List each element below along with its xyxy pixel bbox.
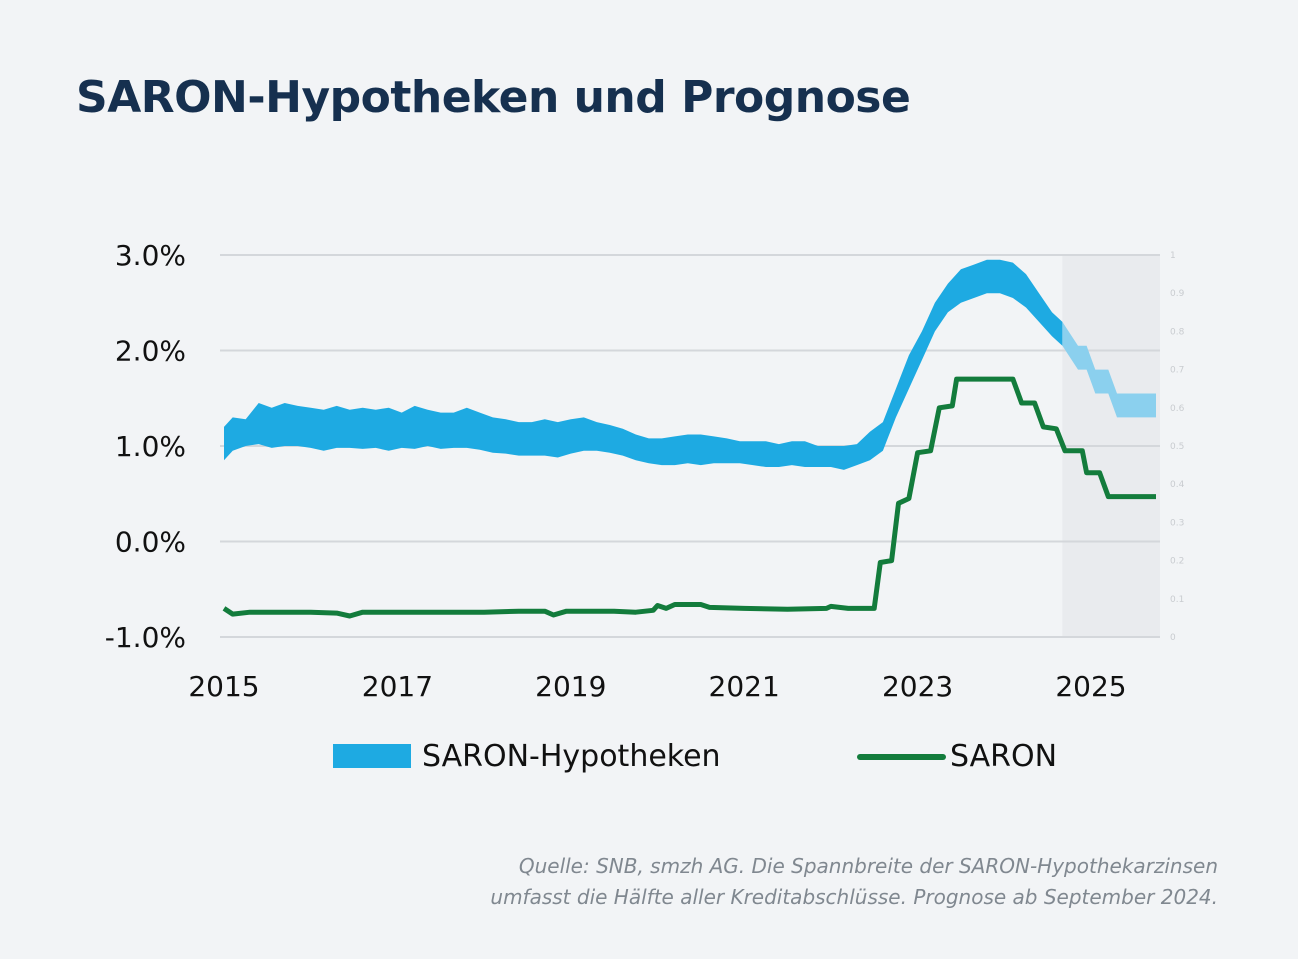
y-tick-label: 3.0% <box>115 239 186 272</box>
source-line-1: Quelle: SNB, smzh AG. Die Spannbreite de… <box>518 854 1218 878</box>
x-tick-label: 2019 <box>535 670 606 703</box>
right-tick-label: 0 <box>1170 633 1176 643</box>
right-tick-label: 0.3 <box>1170 518 1184 528</box>
y-tick-label: 2.0% <box>115 335 186 368</box>
right-tick-label: 1 <box>1170 251 1176 261</box>
right-tick-label: 0.9 <box>1170 289 1185 299</box>
right-tick-label: 0.7 <box>1170 366 1184 376</box>
right-tick-label: 0.4 <box>1170 480 1185 490</box>
right-tick-label: 0.2 <box>1170 557 1184 567</box>
y-tick-label: 0.0% <box>115 526 186 559</box>
legend-saron-label: SARON <box>950 739 1057 774</box>
y-axis-ticks: 3.0% 2.0% 1.0% 0.0% -1.0% <box>105 239 186 654</box>
saron-mortgage-band <box>224 259 1063 470</box>
series <box>222 259 1156 619</box>
right-axis-ticks: 1 0.9 0.8 0.7 0.6 0.5 0.4 0.3 0.2 0.1 0 <box>1170 251 1185 643</box>
source-line-2: umfasst die Hälfte aller Kreditabschlüss… <box>490 885 1218 909</box>
y-tick-label: 1.0% <box>115 430 186 463</box>
right-tick-label: 0.6 <box>1170 404 1185 414</box>
x-tick-label: 2017 <box>362 670 433 703</box>
legend: SARON-Hypotheken SARON <box>333 739 1057 774</box>
x-tick-label: 2015 <box>188 670 259 703</box>
x-axis-ticks: 2015 2017 2019 2021 2023 2025 <box>188 670 1126 703</box>
y-tick-label: -1.0% <box>105 621 186 654</box>
saron-mortgage-forecast-band <box>1062 321 1156 418</box>
saron-line <box>222 376 1156 619</box>
x-tick-label: 2021 <box>709 670 780 703</box>
chart-title: SARON-Hypotheken und Prognose <box>76 72 911 123</box>
right-tick-label: 0.1 <box>1170 595 1184 605</box>
source-note: Quelle: SNB, smzh AG. Die Spannbreite de… <box>318 851 1218 913</box>
legend-band-swatch <box>333 744 411 768</box>
x-tick-label: 2023 <box>882 670 953 703</box>
right-tick-label: 0.8 <box>1170 327 1185 337</box>
x-tick-label: 2025 <box>1055 670 1126 703</box>
right-tick-label: 0.5 <box>1170 442 1184 452</box>
legend-band-label: SARON-Hypotheken <box>422 739 721 774</box>
